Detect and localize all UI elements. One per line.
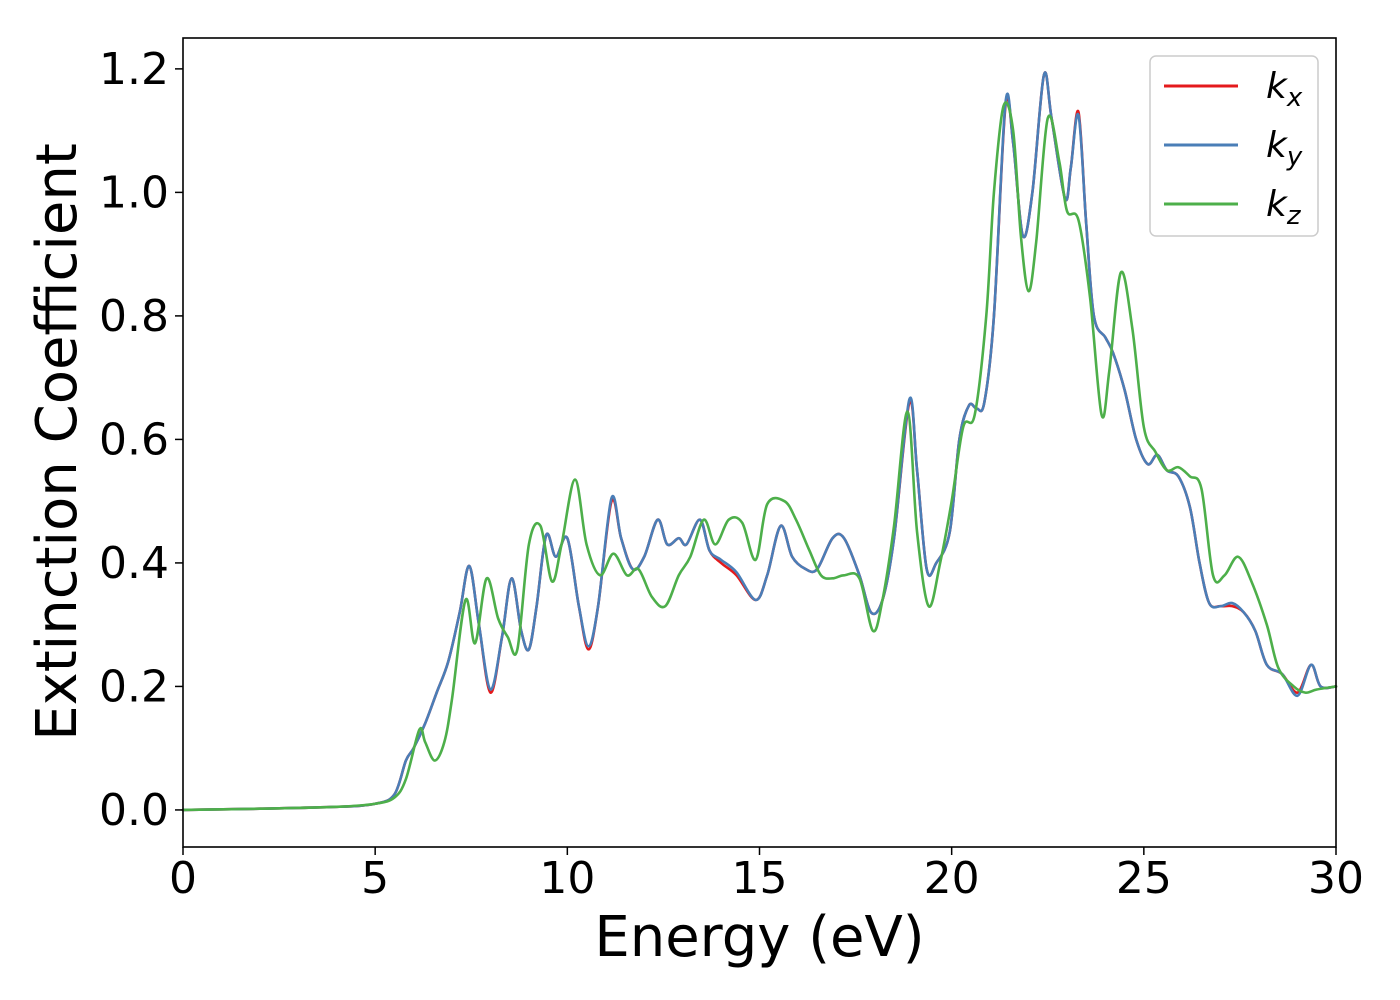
plot-area — [183, 38, 1336, 847]
x-tick-label: 25 — [1116, 853, 1172, 904]
x-tick-label: 5 — [361, 853, 389, 904]
y-axis-label: Extinction Coefficient — [25, 143, 90, 741]
y-tick-label: 0.2 — [99, 661, 169, 712]
y-tick-label: 0.0 — [99, 785, 169, 836]
y-tick-label: 1.0 — [99, 167, 169, 218]
y-tick-label: 0.4 — [99, 538, 169, 589]
series-line-kz — [181, 101, 1338, 812]
y-tick-label: 1.2 — [99, 44, 169, 95]
x-tick-label: 15 — [732, 853, 788, 904]
y-tick-label: 0.8 — [99, 291, 169, 342]
x-tick-label: 20 — [924, 853, 980, 904]
x-tick-label: 0 — [169, 853, 197, 904]
x-tick-label: 10 — [539, 853, 595, 904]
series-line-ky — [181, 71, 1338, 812]
x-tick-label: 30 — [1308, 853, 1364, 904]
x-axis: 0 5 10 15 20 25 30 — [169, 847, 1364, 904]
series-layer — [181, 71, 1338, 812]
y-axis: 0.0 0.2 0.4 0.6 0.8 1.0 1.2 — [99, 44, 183, 836]
y-tick-label: 0.6 — [99, 414, 169, 465]
x-axis-label: Energy (eV) — [594, 905, 924, 970]
